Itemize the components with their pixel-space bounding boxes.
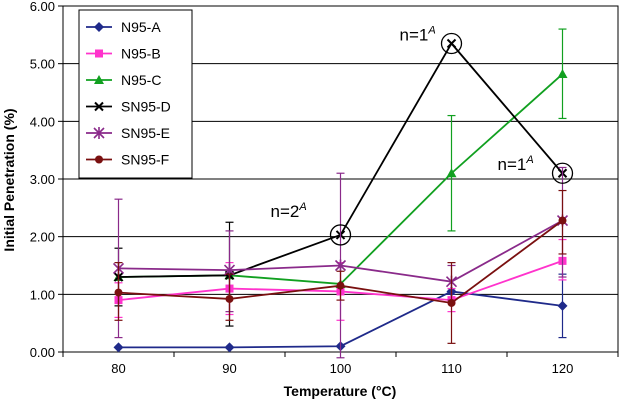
legend-item: SN95-E xyxy=(86,125,170,141)
x-tick-label: 110 xyxy=(441,361,462,376)
data-point xyxy=(114,288,123,297)
y-axis-title: Initial Penetration (%) xyxy=(1,108,17,251)
legend-label: N95-C xyxy=(121,72,161,88)
x-tick-label: 120 xyxy=(552,361,574,376)
data-point xyxy=(446,168,457,178)
annotation-circle xyxy=(440,32,463,55)
annotation-label: n=1A xyxy=(498,154,534,174)
data-point xyxy=(334,259,347,272)
data-point xyxy=(557,69,568,79)
data-point xyxy=(557,300,568,311)
annotation-circle xyxy=(329,224,352,246)
y-tick-label: 2.00 xyxy=(30,230,55,245)
annotation-superscript: A xyxy=(427,24,435,36)
x-axis-ticks: 80 90 100 110 120 xyxy=(62,352,619,376)
annotation-superscript: A xyxy=(525,154,533,166)
legend-label: N95-A xyxy=(121,19,161,35)
annotation-label: n=2A xyxy=(271,201,307,221)
legend-marker xyxy=(93,127,105,139)
series-sn95-f xyxy=(114,189,567,344)
y-tick-label: 6.00 xyxy=(30,0,55,14)
legend-marker xyxy=(94,101,104,112)
y-tick-label: 4.00 xyxy=(30,114,55,129)
legend-item: N95-A xyxy=(86,19,161,35)
legend-label: N95-B xyxy=(121,46,161,62)
legend-item: SN95-F xyxy=(86,152,169,168)
legend-box xyxy=(78,9,193,179)
legend-label: SN95-D xyxy=(121,99,171,115)
data-point xyxy=(446,38,457,49)
legend-marker xyxy=(95,49,103,58)
y-tick-label: 3.00 xyxy=(30,172,55,187)
data-point xyxy=(224,342,235,353)
annotations-layer: n=2A n=1A n=1A xyxy=(271,24,574,246)
legend-item: N95-B xyxy=(86,46,161,62)
data-point xyxy=(336,281,345,290)
x-tick-label: 90 xyxy=(222,361,236,376)
y-axis-ticks: 0.00 1.00 2.00 3.00 4.00 5.00 6.00 xyxy=(30,0,63,360)
legend-item: N95-C xyxy=(86,72,161,88)
annotation-circle xyxy=(551,162,574,184)
data-point xyxy=(447,298,456,307)
data-point xyxy=(558,216,567,225)
annotation-superscript: A xyxy=(298,201,306,213)
legend-marker xyxy=(94,75,104,84)
data-point xyxy=(113,342,124,353)
annotation-label: n=1A xyxy=(400,24,436,44)
x-tick-label: 100 xyxy=(330,361,352,376)
legend-marker xyxy=(95,155,103,164)
legend-item: SN95-D xyxy=(86,99,171,115)
legend: N95-A N95-B N95-C SN95-D SN95-E SN95-F xyxy=(78,9,193,179)
y-tick-label: 1.00 xyxy=(30,287,55,302)
y-tick-label: 0.00 xyxy=(30,345,55,360)
x-axis-title: Temperature (°C) xyxy=(284,383,397,399)
legend-label: SN95-F xyxy=(121,152,169,168)
x-tick-label: 80 xyxy=(111,361,125,376)
y-tick-label: 5.00 xyxy=(30,57,55,72)
legend-label: SN95-E xyxy=(121,125,170,141)
series-layer xyxy=(112,28,569,359)
data-point xyxy=(225,294,234,303)
legend-marker xyxy=(94,22,104,32)
